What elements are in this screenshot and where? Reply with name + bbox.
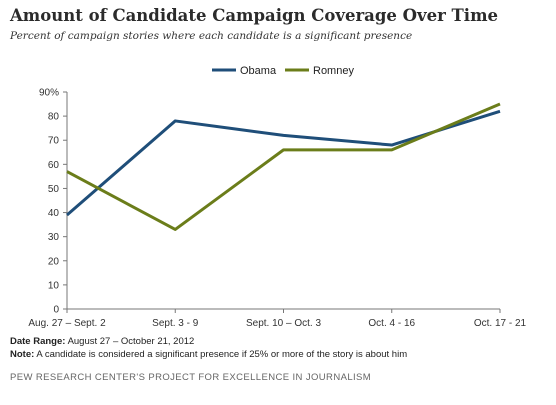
note-value: A candidate is considered a significant …: [36, 349, 408, 360]
series-line-romney: [66, 102, 501, 231]
y-tick-label: 30: [48, 232, 60, 243]
y-tick-label: 50: [48, 184, 60, 195]
chart-title: Amount of Candidate Campaign Coverage Ov…: [10, 6, 499, 25]
date-range-line: Date Range: August 27 – October 21, 2012: [10, 336, 194, 347]
y-tick-label: 90%: [39, 88, 59, 99]
y-tick-label: 20: [48, 256, 60, 267]
y-tick-label: 60: [48, 160, 60, 171]
date-range-value: August 27 – October 21, 2012: [67, 336, 195, 347]
legend-label-romney: Romney: [313, 65, 354, 77]
legend-label-obama: Obama: [240, 65, 277, 77]
x-tick-label: Oct. 4 - 16: [368, 318, 415, 329]
chart-subtitle: Percent of campaign stories where each c…: [10, 30, 413, 42]
y-tick-label: 0: [53, 305, 59, 316]
y-tick-label: 40: [48, 208, 60, 219]
y-tick-label: 80: [48, 112, 60, 123]
note-label: Note:: [10, 349, 35, 360]
x-tick-label: Sept. 10 – Oct. 3: [246, 318, 321, 329]
source-credit: PEW RESEARCH CENTER'S PROJECT FOR EXCELL…: [10, 372, 372, 383]
x-tick-label: Oct. 17 - 21: [474, 318, 527, 329]
date-range-label: Date Range:: [10, 336, 66, 347]
y-tick-label: 70: [48, 136, 60, 147]
note-line: Note: A candidate is considered a signif…: [10, 349, 407, 360]
x-tick-label: Aug. 27 – Sept. 2: [28, 318, 106, 329]
x-tick-label: Sept. 3 - 9: [152, 318, 199, 329]
series-line-obama: [66, 109, 501, 217]
y-tick-label: 10: [48, 280, 60, 291]
